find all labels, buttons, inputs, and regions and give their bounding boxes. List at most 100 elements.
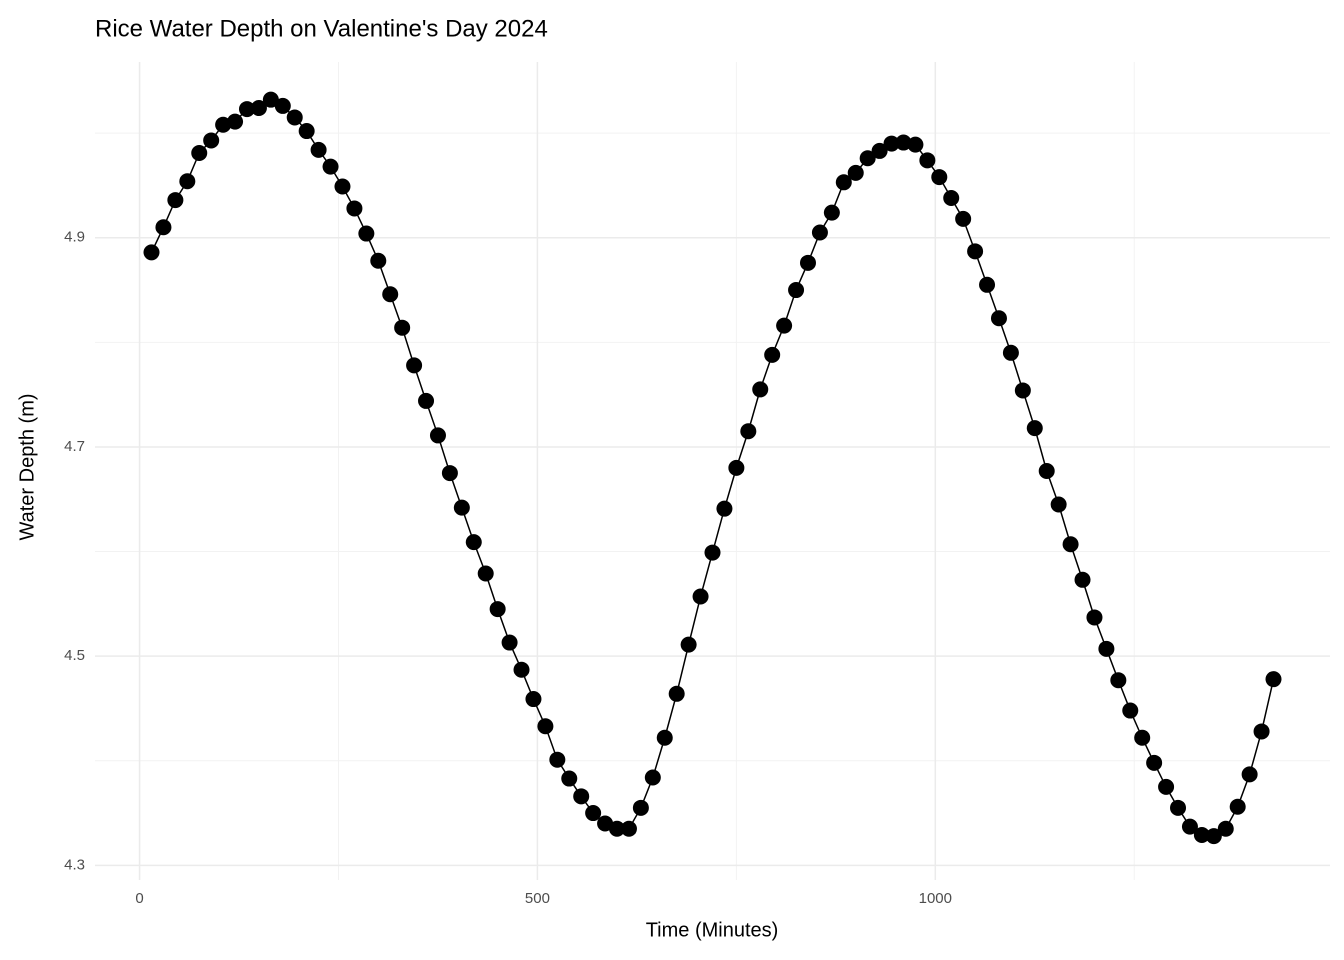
data-point [979,276,996,293]
data-point [334,178,351,195]
data-point [931,169,948,186]
data-point [262,91,279,108]
data-point [441,465,458,482]
data-point [250,100,267,117]
data-point [1002,344,1019,361]
data-point [1265,671,1282,688]
data-point [811,224,828,241]
data-point [370,252,387,269]
data-point [728,459,745,476]
data-point [406,357,423,374]
data-point [943,189,960,206]
data-point [847,164,864,181]
data-point [358,225,375,242]
data-point [1122,702,1139,719]
chart-title: Rice Water Depth on Valentine's Day 2024 [95,15,548,42]
data-point [429,427,446,444]
data-point [1146,754,1163,771]
data-point [1217,820,1234,837]
data-point [1205,828,1222,845]
data-point [537,718,554,735]
data-point [382,286,399,303]
data-point [656,729,673,746]
data-point [1193,827,1210,844]
data-point [1026,420,1043,437]
data-point [799,254,816,271]
data-point [1134,729,1151,746]
data-line [150,98,1275,837]
x-tick-label: 500 [525,890,550,907]
data-point [871,142,888,159]
data-point [680,636,697,653]
data-point [967,243,984,260]
data-point [179,173,196,190]
data-point [883,135,900,152]
data-point [752,381,769,398]
data-point [919,152,936,169]
y-tick-label: 4.9 [64,229,85,246]
data-point [907,136,924,153]
data-point [597,815,614,832]
data-point [692,588,709,605]
data-point [1074,571,1091,588]
data-point [513,661,530,678]
x-axis-label: Time (Minutes) [646,919,779,941]
data-point [895,134,912,151]
data-point [609,820,626,837]
data-point [453,499,470,516]
y-axis-label: Water Depth (m) [16,393,38,540]
data-point [501,634,518,651]
x-tick-label: 1000 [919,890,952,907]
data-point [1229,798,1246,815]
data-point [310,141,327,158]
y-tick-label: 4.3 [64,856,85,873]
data-point [143,244,160,261]
data-point [1062,536,1079,553]
data-point [859,150,876,167]
data-point [788,282,805,299]
data-point [1241,766,1258,783]
data-point [394,319,411,336]
data-point [668,685,685,702]
data-point [298,123,315,140]
data-point [561,770,578,787]
data-point [1158,778,1175,795]
data-point [274,97,291,114]
data-point [286,109,303,126]
data-point [716,500,733,517]
data-point [238,101,255,118]
data-point [1086,609,1103,626]
data-point [477,565,494,582]
data-point [573,788,590,805]
data-point [191,145,208,162]
data-point [1038,463,1055,479]
data-point [835,174,852,191]
y-tick-label: 4.7 [64,438,85,455]
data-point [740,423,757,440]
data-point [549,751,566,768]
y-tick-label: 4.5 [64,647,85,664]
data-point [465,534,482,551]
data-point [632,799,649,816]
data-point [1050,496,1067,513]
data-point [585,805,602,822]
data-point [990,310,1007,327]
data-point [644,769,661,786]
data-point [227,113,244,130]
data-point [620,820,637,837]
data-point [1098,640,1115,657]
data-point [167,192,184,209]
data-point [1014,382,1031,399]
data-point [823,204,840,221]
data-point [346,200,363,217]
data-point [525,691,542,708]
x-tick-label: 0 [135,890,143,907]
data-point [1110,672,1127,689]
data-point [322,158,339,175]
data-point [764,346,781,363]
data-point [955,210,972,227]
data-point [1170,799,1187,816]
data-point [704,544,721,561]
